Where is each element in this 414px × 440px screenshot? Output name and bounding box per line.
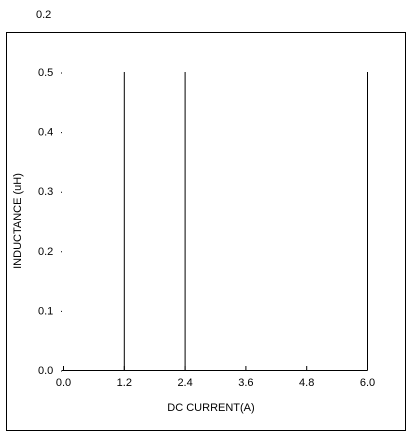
x-tick-label: 6.0 xyxy=(360,377,375,389)
x-axis-title: DC CURRENT(A) xyxy=(167,402,254,414)
axes: 0.0 0.1 0.2 0.3 0.4 0.5 0.0 1.2 2.4 3.6 4.8 6.0 xyxy=(38,67,375,389)
y-tick-label: 0.1 xyxy=(38,305,53,317)
x-tick-label: 1.2 xyxy=(117,377,132,389)
chart-frame xyxy=(6,32,406,431)
x-tick-label: 2.4 xyxy=(177,377,192,389)
y-tick-label: 0.4 xyxy=(38,127,53,139)
x-tick-label: 3.6 xyxy=(238,377,253,389)
y-tick-label: 0.0 xyxy=(38,365,53,377)
y-tick-label: 0.3 xyxy=(38,186,53,198)
chart-marks xyxy=(123,72,368,370)
y-axis-title: INDUCTANCE (uH) xyxy=(12,173,24,269)
y-tick-label: 0.5 xyxy=(38,67,53,79)
x-tick-label: 4.8 xyxy=(299,377,314,389)
top-label: 0.2 xyxy=(36,9,51,21)
y-tick-label: 0.2 xyxy=(38,246,53,258)
x-tick-label: 0.0 xyxy=(56,377,71,389)
